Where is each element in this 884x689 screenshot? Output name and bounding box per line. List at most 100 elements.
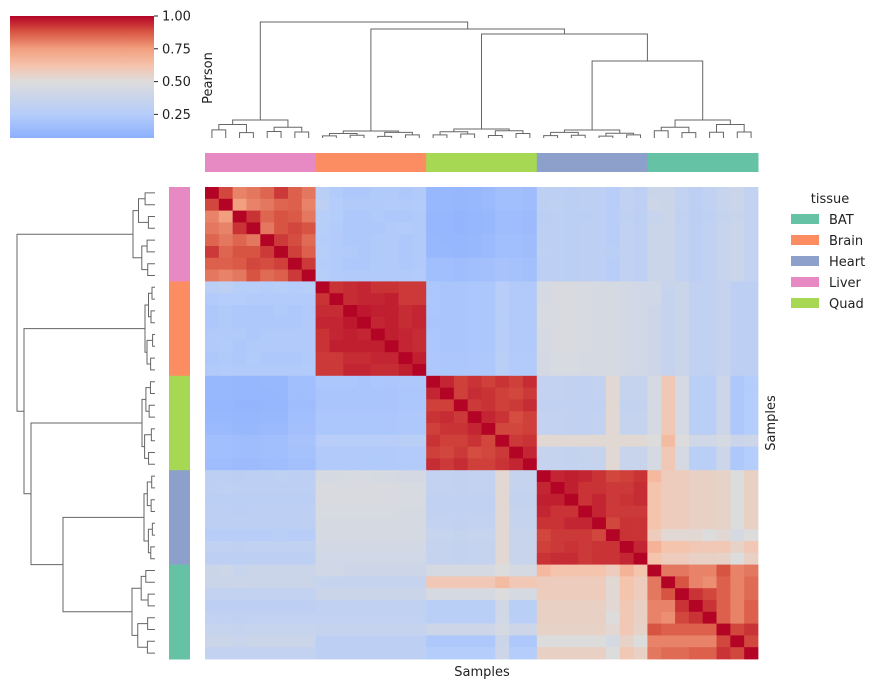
heatmap-cell: [343, 423, 358, 436]
heatmap-cell: [619, 493, 634, 506]
heatmap-cell: [578, 281, 593, 294]
heatmap-cell: [592, 434, 607, 447]
heatmap-cell: [232, 600, 247, 613]
heatmap-cell: [744, 552, 759, 565]
heatmap-cell: [426, 234, 441, 247]
row-color-brain: [169, 281, 190, 377]
heatmap-cell: [232, 576, 247, 589]
heatmap-cell: [522, 399, 538, 412]
heatmap-cell: [605, 564, 621, 577]
heatmap-cell: [205, 470, 220, 483]
heatmap-cell: [205, 588, 220, 601]
heatmap-cell: [716, 340, 731, 353]
heatmap-cell: [246, 552, 261, 565]
heatmap-cell: [605, 482, 621, 495]
heatmap-cell: [688, 541, 704, 554]
heatmap-cell: [605, 493, 621, 506]
heatmap-cell: [329, 647, 344, 660]
colorbar-tick-label: 1.00: [162, 10, 191, 25]
dendrogram-link: [151, 522, 155, 536]
heatmap-cell: [592, 541, 607, 554]
heatmap-cell: [744, 517, 759, 530]
heatmap-cell: [633, 423, 648, 436]
heatmap-cell: [564, 517, 579, 530]
heatmap-cell: [218, 257, 234, 270]
heatmap-cell: [370, 600, 386, 613]
heatmap-cell: [495, 187, 510, 200]
heatmap-cell: [675, 423, 690, 436]
heatmap-cell: [384, 328, 399, 341]
heatmap-cell: [675, 387, 690, 400]
heatmap-cell: [301, 293, 316, 306]
heatmap-cell: [370, 517, 386, 530]
heatmap-cell: [315, 517, 330, 530]
heatmap-cell: [412, 576, 427, 589]
heatmap-cell: [647, 352, 662, 365]
dendrogram-link: [709, 131, 724, 138]
heatmap-cell: [232, 281, 247, 294]
heatmap-cell: [688, 482, 704, 495]
heatmap-cell: [592, 187, 607, 200]
heatmap-cell: [440, 364, 455, 377]
heatmap-cell: [453, 493, 469, 506]
heatmap-cell: [384, 316, 399, 329]
heatmap-cell: [605, 399, 621, 412]
heatmap-cell: [536, 434, 552, 447]
heatmap-cell: [370, 470, 386, 483]
heatmap-cell: [522, 269, 538, 282]
heatmap-cell: [730, 198, 745, 211]
heatmap-cell: [398, 611, 413, 624]
heatmap-cell: [467, 293, 482, 306]
heatmap-cell: [384, 269, 399, 282]
heatmap-cell: [509, 222, 524, 235]
heatmap-cell: [398, 234, 413, 247]
heatmap-cell: [426, 611, 441, 624]
heatmap-cell: [274, 552, 289, 565]
heatmap-cell: [329, 635, 344, 648]
heatmap-cell: [509, 328, 524, 341]
dendrogram-link: [146, 640, 155, 654]
heatmap-cell: [329, 411, 344, 424]
heatmap-cell: [536, 210, 552, 223]
heatmap-cell: [274, 505, 289, 518]
heatmap-cell: [522, 541, 538, 554]
heatmap-cell: [536, 576, 552, 589]
heatmap-cell: [619, 375, 634, 388]
heatmap-cell: [564, 411, 579, 424]
heatmap-cell: [412, 458, 427, 471]
heatmap-cell: [675, 458, 690, 471]
colorbar-tick-label: 0.50: [162, 75, 191, 90]
heatmap-cell: [453, 600, 469, 613]
column-dendrogram: [211, 21, 752, 138]
heatmap-cell: [744, 493, 759, 506]
dendrogram-link: [150, 310, 155, 324]
heatmap-cell: [412, 328, 427, 341]
heatmap-cell: [716, 257, 731, 270]
heatmap-cell: [205, 552, 220, 565]
heatmap-cell: [467, 257, 482, 270]
dendrogram-link: [294, 131, 310, 138]
heatmap-cell: [343, 387, 358, 400]
heatmap-cell: [633, 493, 648, 506]
legend-label: BAT: [829, 213, 854, 228]
heatmap-cell: [578, 187, 593, 200]
heatmap-cell: [661, 234, 676, 247]
heatmap-cell: [218, 470, 234, 483]
heatmap-cell: [564, 611, 579, 624]
heatmap-cell: [232, 364, 247, 377]
heatmap-cell: [301, 328, 316, 341]
heatmap-cell: [398, 293, 413, 306]
heatmap-cell: [605, 187, 621, 200]
heatmap-cell: [592, 340, 607, 353]
heatmap-cell: [412, 411, 427, 424]
heatmap-cell: [246, 541, 261, 554]
heatmap-cell: [509, 600, 524, 613]
heatmap-cell: [592, 635, 607, 648]
dendrogram-link: [349, 134, 365, 138]
dendrogram-link: [149, 381, 155, 394]
heatmap-cell: [329, 364, 344, 377]
dendrogram-link: [481, 33, 648, 129]
heatmap-cell: [426, 364, 441, 377]
